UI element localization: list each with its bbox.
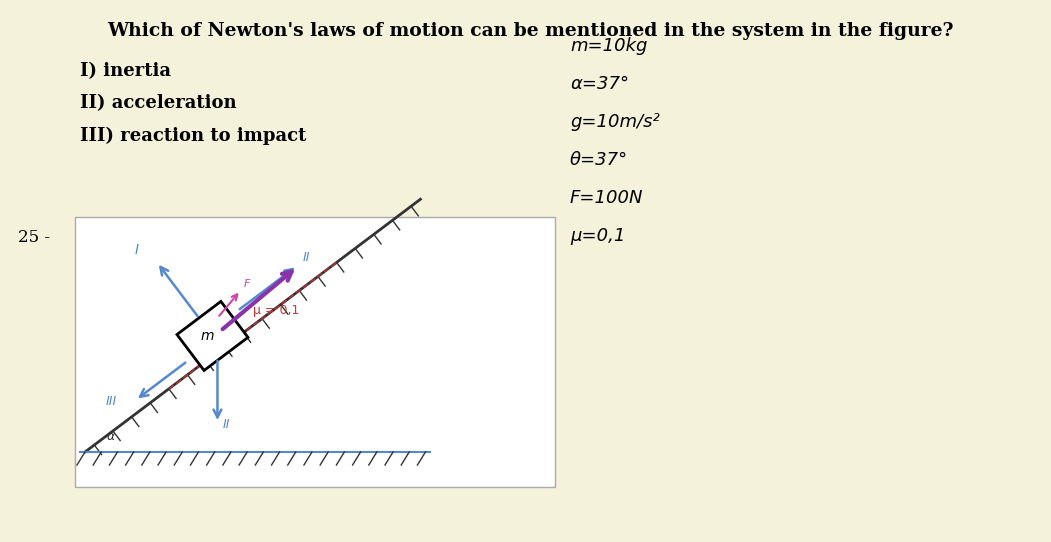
- Text: III) reaction to impact: III) reaction to impact: [80, 127, 307, 145]
- Text: μ=0,1: μ=0,1: [570, 227, 625, 245]
- Text: μ = 0,1: μ = 0,1: [253, 304, 300, 317]
- Text: III: III: [105, 395, 117, 408]
- Text: θ=37°: θ=37°: [570, 151, 628, 169]
- Text: g=10m/s²: g=10m/s²: [570, 113, 660, 131]
- Polygon shape: [177, 301, 248, 371]
- Bar: [75, 217, 555, 487]
- Text: II: II: [303, 251, 310, 264]
- Text: 25 -: 25 -: [18, 229, 50, 246]
- Text: I: I: [136, 243, 139, 257]
- Text: II) acceleration: II) acceleration: [80, 94, 236, 112]
- Text: F=100N: F=100N: [570, 189, 643, 207]
- Text: α=37°: α=37°: [570, 75, 628, 93]
- Text: m=10kg: m=10kg: [570, 37, 647, 55]
- Text: F: F: [244, 280, 250, 289]
- Text: α: α: [107, 430, 116, 443]
- Text: Which of Newton's laws of motion can be mentioned in the system in the figure?: Which of Newton's laws of motion can be …: [107, 22, 953, 40]
- Text: I) inertia: I) inertia: [80, 62, 171, 80]
- Text: II: II: [223, 418, 230, 431]
- Text: m: m: [201, 329, 214, 343]
